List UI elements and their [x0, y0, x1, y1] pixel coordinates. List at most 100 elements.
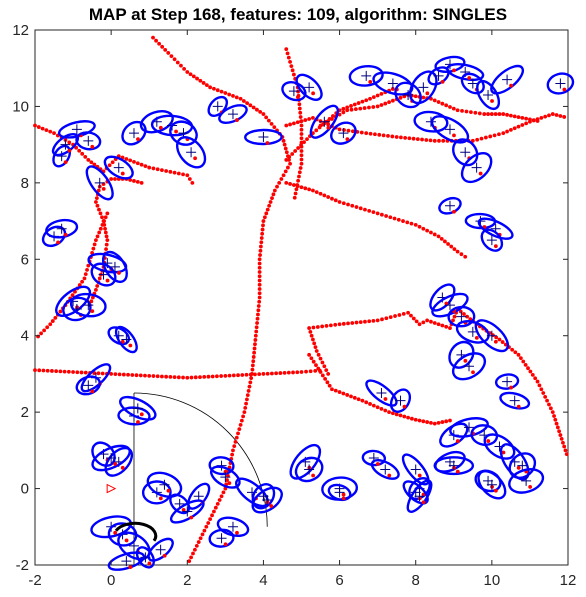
trajectory-point [261, 372, 266, 376]
trajectory-point [85, 268, 89, 272]
landmark-ellipse [434, 55, 466, 74]
trajectory-point [284, 180, 289, 185]
landmark-marker [509, 395, 520, 406]
trajectory-point [364, 131, 369, 136]
trajectory-point [94, 196, 99, 201]
trajectory-point [97, 207, 101, 212]
trajectory-point [185, 70, 190, 74]
trajectory-point [245, 397, 249, 402]
trajectory-point [299, 123, 304, 128]
trajectory-point [44, 128, 49, 133]
trajectory-point [269, 371, 274, 376]
landmark-ellipse [90, 262, 117, 287]
y-tick-label: 10 [12, 98, 29, 115]
trajectory-point [562, 444, 567, 449]
trajectory-point [548, 406, 553, 411]
trajectory-point [486, 112, 490, 116]
trajectory-point [421, 95, 426, 100]
landmark-ellipse [361, 449, 387, 467]
trajectory-point [375, 211, 380, 216]
trajectory-point [168, 169, 173, 174]
landmark-marker [71, 124, 82, 135]
trajectory-point [89, 160, 94, 165]
landmark-marker [502, 74, 513, 85]
trajectory-point [318, 370, 323, 374]
landmark-marker [380, 464, 391, 475]
trajectory-point [533, 376, 538, 381]
trajectory-point [257, 278, 262, 283]
trajectory-point [508, 113, 513, 118]
trajectory-point [103, 215, 108, 220]
trajectory-point [494, 335, 499, 340]
trajectory-point [501, 112, 506, 116]
y-tick-label: 12 [12, 22, 29, 39]
trajectory-point [429, 319, 433, 324]
landmark-marker [418, 82, 429, 93]
landmark-ellipse [460, 152, 493, 184]
trajectory-point [375, 318, 380, 323]
trajectory-point [559, 436, 564, 441]
trajectory-point [524, 121, 529, 126]
trajectory-point [215, 88, 220, 93]
trajectory-point [185, 375, 190, 380]
trajectory-point [316, 352, 321, 357]
trajectory-point [341, 106, 346, 111]
landmark-marker [467, 78, 478, 89]
trajectory-point [414, 319, 419, 324]
trajectory-point [303, 118, 308, 122]
trajectory-point [291, 370, 295, 375]
landmark-ellipse [187, 482, 211, 510]
landmark-ellipse [107, 326, 131, 346]
trajectory-point [299, 149, 304, 153]
landmark-marker [448, 460, 459, 471]
trajectory-point [288, 59, 292, 64]
landmark-ellipse [295, 73, 323, 101]
trajectory-point [388, 315, 393, 320]
trajectory-point [98, 211, 103, 216]
trajectory-point [261, 112, 266, 116]
trajectory-point [387, 100, 391, 105]
trajectory-point [352, 102, 357, 107]
landmark-ellipse [474, 319, 510, 353]
landmark-marker [444, 200, 455, 211]
trajectory-point [75, 370, 80, 375]
trajectory-point [311, 188, 315, 193]
trajectory-point [193, 375, 198, 380]
trajectory-point [223, 91, 228, 95]
trajectory-point [379, 103, 384, 107]
trajectory-point [371, 95, 376, 100]
trajectory-point [375, 93, 380, 98]
trajectory-point [528, 117, 532, 122]
landmark-marker [212, 101, 223, 112]
trajectory-point [314, 349, 319, 353]
trajectory-point [262, 215, 267, 220]
trajectory-point [411, 316, 416, 321]
trajectory-point [493, 112, 498, 116]
trajectory-point [398, 95, 403, 100]
trajectory-point [90, 295, 95, 300]
landmark-marker [94, 177, 105, 188]
trajectory-point [425, 228, 430, 233]
landmark-ellipse [508, 468, 545, 494]
trajectory-point [518, 356, 523, 361]
trajectory-point [320, 324, 325, 329]
trajectory-point [314, 363, 318, 368]
trajectory-point [299, 127, 304, 132]
landmark-marker [227, 109, 238, 120]
trajectory-point [257, 261, 262, 266]
trajectory-point [253, 342, 257, 347]
trajectory-point [155, 374, 160, 379]
trajectory-point [241, 99, 246, 103]
trajectory-point [238, 422, 243, 427]
trajectory-point [539, 115, 544, 120]
trajectory-point [359, 130, 364, 135]
trajectory-point [198, 536, 203, 541]
trajectory-point [254, 329, 259, 334]
landmark-ellipse [251, 483, 276, 510]
trajectory-point [394, 135, 399, 139]
trajectory-point [138, 373, 143, 378]
landmark-point [444, 301, 449, 306]
trajectory-point [253, 338, 258, 342]
trajectory-point [318, 123, 323, 128]
trajectory-point [248, 372, 253, 377]
